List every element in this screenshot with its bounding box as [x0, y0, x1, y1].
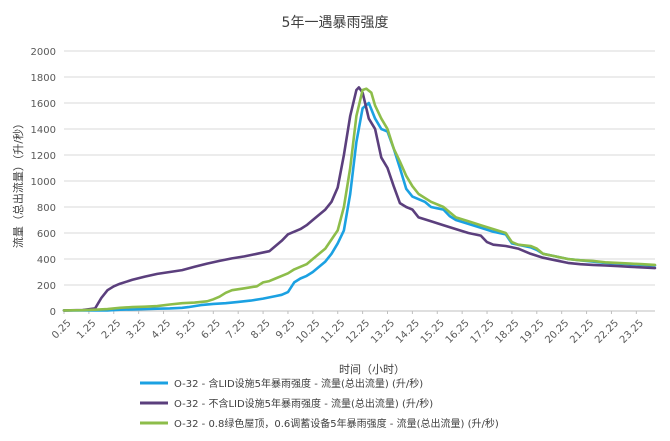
x-tick-label: 22.25 — [593, 318, 621, 346]
y-tick-label: 1600 — [31, 99, 56, 110]
x-tick-label: 21.25 — [568, 318, 596, 346]
legend-label-1: O-32 - 含LID设施5年暴雨强度 - 流量(总出流量) (升/秒) — [174, 377, 423, 390]
y-tick-label: 1200 — [31, 151, 56, 162]
x-tick-label: 6.25 — [199, 318, 223, 342]
x-tick-label: 14.25 — [394, 318, 422, 346]
x-tick-label: 19.25 — [518, 318, 546, 346]
y-tick-label: 1000 — [31, 177, 56, 188]
x-tick-label: 2.25 — [100, 318, 124, 342]
x-tick-label: 18.25 — [494, 318, 522, 346]
x-tick-label: 5.25 — [175, 318, 199, 342]
gridlines — [64, 50, 655, 286]
x-tick-label: 20.25 — [543, 318, 571, 346]
y-tick-label: 400 — [37, 255, 56, 266]
x-tick-label: 1.25 — [75, 318, 99, 342]
x-tick-label: 17.25 — [469, 318, 497, 346]
x-tick-label: 4.25 — [150, 318, 174, 342]
legend-label-3: O-32 - 0.8绿色屋顶，0.6调蓄设备5年暴雨强度 - 流量(总出流量) … — [174, 417, 499, 430]
series-lines — [62, 86, 657, 312]
x-tick-label: 12.25 — [344, 318, 372, 346]
x-tick-label: 0.25 — [50, 318, 74, 342]
y-axis-label: 流量（总出流量）（升/秒） — [11, 118, 25, 248]
y-tick-label: 200 — [37, 281, 56, 292]
y-tick-label: 800 — [37, 203, 56, 214]
x-tick-label: 7.25 — [224, 318, 248, 342]
x-tick-label: 15.25 — [419, 318, 447, 346]
x-axis-ticks: 0.25 1.25 2.25 3.25 4.25 5.25 6.25 7.25 8.25 9.25… — [50, 311, 646, 346]
y-tick-label: 600 — [37, 229, 56, 240]
legend: O-32 - 含LID设施5年暴雨强度 - 流量(总出流量) (升/秒) O-32… — [140, 377, 499, 430]
x-axis-label: 时间（小时） — [339, 363, 405, 376]
x-tick-label: 3.25 — [125, 318, 149, 342]
y-tick-label: 1800 — [31, 73, 56, 84]
y-axis-ticks: 0 200 400 600 800 1000 1200 1400 1600 1800 2000 — [31, 47, 56, 318]
x-tick-label: 10.25 — [294, 318, 322, 346]
x-tick-label: 23.25 — [618, 318, 646, 346]
legend-label-2: O-32 - 不含LID设施5年暴雨强度 - 流量(总出流量) (升/秒) — [174, 397, 433, 410]
x-tick-label: 13.25 — [369, 318, 397, 346]
y-tick-label: 2000 — [31, 47, 56, 58]
series-line-3 — [62, 87, 657, 312]
series-line-2 — [62, 86, 657, 312]
x-tick-label: 8.25 — [249, 318, 273, 342]
x-tick-label: 11.25 — [319, 318, 347, 346]
x-tick-label: 16.25 — [444, 318, 472, 346]
y-tick-label: 1400 — [31, 125, 56, 136]
chart-title: 5年一遇暴雨强度 — [282, 15, 389, 31]
y-tick-label: 0 — [50, 307, 56, 318]
